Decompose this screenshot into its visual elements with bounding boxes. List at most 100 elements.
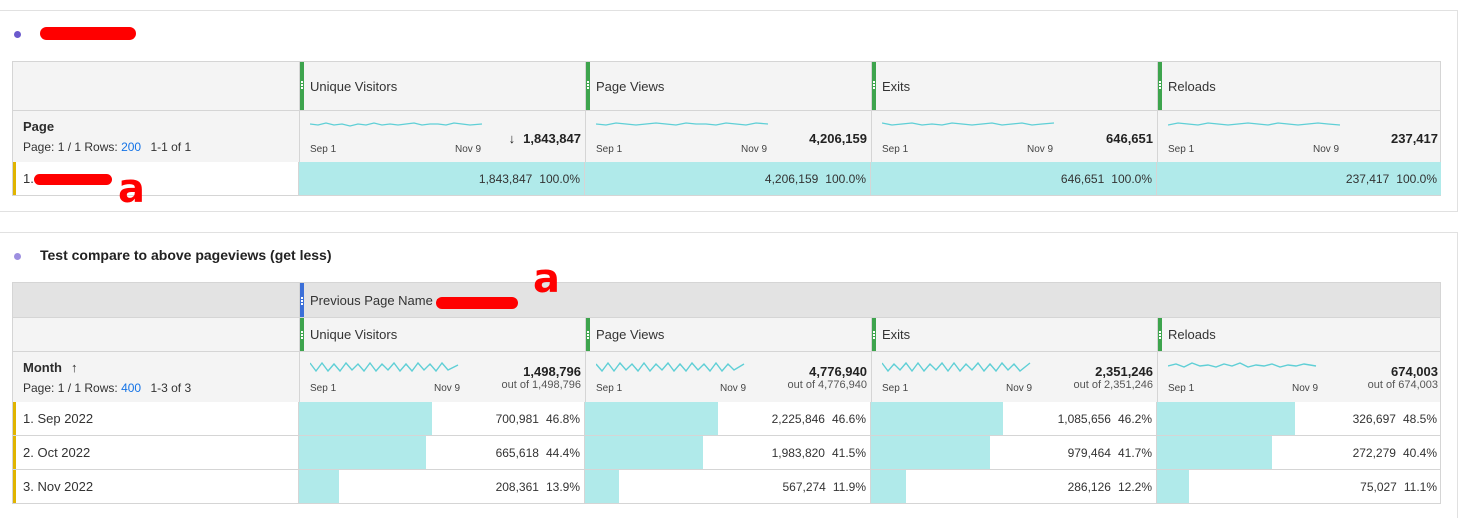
- cell-number: 979,464: [1067, 445, 1111, 460]
- column-total: 4,206,159: [809, 131, 867, 146]
- metric-drag-handle[interactable]: [586, 318, 590, 351]
- row-label[interactable]: 1. Sep 2022: [13, 402, 298, 435]
- pagination-info: Page: 1 / 1 Rows: 400 1-3 of 3: [23, 381, 191, 395]
- rows-per-page-link[interactable]: 400: [121, 381, 142, 395]
- percent-bar: [1157, 162, 1441, 195]
- redacted-panel-title: [40, 27, 136, 40]
- metric-drag-handle[interactable]: [1158, 318, 1162, 351]
- metric-drag-handle[interactable]: [872, 318, 876, 351]
- metric-drag-handle[interactable]: [586, 62, 590, 110]
- cell-number: 1,843,847: [478, 171, 533, 186]
- total-cell-unique-visitors: Sep 1 Nov 9 ↓ 1,843,847: [299, 111, 585, 162]
- column-header-page-views[interactable]: Page Views: [585, 62, 871, 110]
- sparkline-end-label: Nov 9: [741, 144, 768, 155]
- pagination-prefix: Page: 1 / 1 Rows:: [23, 381, 118, 395]
- column-header-page-views[interactable]: Page Views: [585, 318, 871, 351]
- column-name: Unique Visitors: [310, 78, 398, 94]
- segment-label: Previous Page Name =: [310, 292, 445, 308]
- sparkline-start-label: Sep 1: [882, 383, 909, 394]
- column-header-row: Unique Visitors Page Views Exits Reloads: [12, 317, 1441, 352]
- table-cell[interactable]: 1,843,847 100.0%: [298, 162, 584, 195]
- redacted-row-label: [34, 174, 112, 185]
- table-cell[interactable]: 665,618 44.4%: [298, 436, 584, 469]
- cell-percent: 12.2%: [1117, 479, 1152, 494]
- column-header-exits[interactable]: Exits: [871, 62, 1157, 110]
- cell-number: 700,981: [495, 411, 539, 426]
- rows-per-page-link[interactable]: 200: [121, 140, 142, 154]
- table-cell[interactable]: 4,206,159 100.0%: [584, 162, 870, 195]
- table-row[interactable]: 1. Sep 2022 700,981 46.8% 2,225,846 46.6% 1,0…: [12, 402, 1441, 436]
- table-row[interactable]: 1. 1,843,847 100.0% 4,206,159 100.0% 646,6…: [12, 162, 1441, 196]
- sort-ascending-icon[interactable]: ↑: [70, 360, 78, 375]
- column-header-unique-visitors[interactable]: Unique Visitors: [299, 318, 585, 351]
- row-marker: [13, 402, 16, 435]
- metric-drag-handle[interactable]: [1158, 62, 1162, 110]
- cell-value: 665,618 44.4%: [496, 436, 580, 469]
- panel-status-dot: [14, 31, 21, 38]
- sparkline-start-label: Sep 1: [596, 383, 623, 394]
- column-header-unique-visitors[interactable]: Unique Visitors: [299, 62, 585, 110]
- column-name: Reloads: [1168, 78, 1216, 94]
- metric-drag-handle[interactable]: [300, 318, 304, 351]
- cell-value: 1,085,656 46.2%: [1058, 402, 1152, 435]
- table-cell[interactable]: 272,279 40.4%: [1156, 436, 1441, 469]
- panel-title[interactable]: Test compare to above pageviews (get les…: [40, 247, 332, 263]
- total-cell-reloads: Sep 1 Nov 9 237,417: [1157, 111, 1442, 162]
- sparkline-end-label: Nov 9: [1006, 383, 1033, 394]
- percent-bar: [299, 162, 584, 195]
- metric-drag-handle[interactable]: [300, 62, 304, 110]
- totals-row: Month ↑ Page: 1 / 1 Rows: 400 1-3 of 3 Se…: [12, 351, 1441, 403]
- sparkline: [596, 122, 769, 126]
- table-row[interactable]: 2. Oct 2022 665,618 44.4% 1,983,820 41.5% 979…: [12, 436, 1441, 470]
- row-label[interactable]: 3. Nov 2022: [13, 470, 298, 503]
- arrow-down-icon[interactable]: ↓: [508, 131, 516, 146]
- column-header-reloads[interactable]: Reloads: [1157, 318, 1442, 351]
- table-cell[interactable]: 700,981 46.8%: [298, 402, 584, 435]
- row-label[interactable]: 1.: [13, 162, 298, 195]
- segment-drag-handle[interactable]: [300, 283, 304, 317]
- table-cell[interactable]: 237,417 100.0%: [1156, 162, 1441, 195]
- table-cell[interactable]: 326,697 48.5%: [1156, 402, 1441, 435]
- percent-bar: [299, 402, 433, 435]
- cell-percent: 48.5%: [1402, 411, 1437, 426]
- row-label[interactable]: 2. Oct 2022: [13, 436, 298, 469]
- column-name: Unique Visitors: [310, 327, 398, 342]
- row-label-text: 2. Oct 2022: [23, 445, 91, 460]
- percent-bar: [1157, 470, 1189, 503]
- cell-number: 1,085,656: [1057, 411, 1111, 426]
- table-cell[interactable]: 979,464 41.7%: [870, 436, 1156, 469]
- table-cell[interactable]: 567,274 11.9%: [584, 470, 870, 503]
- table-cell[interactable]: 208,361 13.9%: [298, 470, 584, 503]
- column-name: Page Views: [596, 327, 665, 342]
- cell-value: 208,361 13.9%: [496, 470, 580, 503]
- table-cell[interactable]: 2,225,846 46.6%: [584, 402, 870, 435]
- dimension-header[interactable]: Month ↑: [23, 360, 77, 375]
- total-cell-page-views: Sep 1 Nov 9 4,776,940 out of 4,776,940: [585, 352, 871, 402]
- cell-number: 567,274: [782, 479, 826, 494]
- column-name: Page Views: [596, 78, 665, 94]
- segment-header[interactable]: Previous Page Name =: [299, 283, 1442, 317]
- percent-bar: [585, 402, 718, 435]
- column-total-out-of: out of 1,498,796: [501, 379, 581, 391]
- cell-value: 286,126 12.2%: [1068, 470, 1152, 503]
- table-cell[interactable]: 286,126 12.2%: [870, 470, 1156, 503]
- column-header-exits[interactable]: Exits: [871, 318, 1157, 351]
- row-marker: [13, 162, 16, 195]
- table-cell[interactable]: 1,983,820 41.5%: [584, 436, 870, 469]
- cell-value: 979,464 41.7%: [1068, 436, 1152, 469]
- cell-value: 1,983,820 41.5%: [772, 436, 866, 469]
- metric-drag-handle[interactable]: [872, 62, 876, 110]
- sparkline-start-label: Sep 1: [882, 144, 909, 155]
- table-cell[interactable]: 75,027 11.1%: [1156, 470, 1441, 503]
- cell-value: 326,697 48.5%: [1353, 402, 1437, 435]
- cell-number: 237,417: [1345, 171, 1390, 186]
- table-cell[interactable]: 1,085,656 46.2%: [870, 402, 1156, 435]
- column-header-reloads[interactable]: Reloads: [1157, 62, 1442, 110]
- table-cell[interactable]: 646,651 100.0%: [870, 162, 1156, 195]
- cell-value: 2,225,846 46.6%: [772, 402, 866, 435]
- cell-percent: 46.2%: [1117, 411, 1152, 426]
- table-row[interactable]: 3. Nov 2022 208,361 13.9% 567,274 11.9% 286,1…: [12, 470, 1441, 504]
- cell-number: 1,983,820: [771, 445, 825, 460]
- total-cell-exits: Sep 1 Nov 9 646,651: [871, 111, 1157, 162]
- percent-bar: [299, 470, 339, 503]
